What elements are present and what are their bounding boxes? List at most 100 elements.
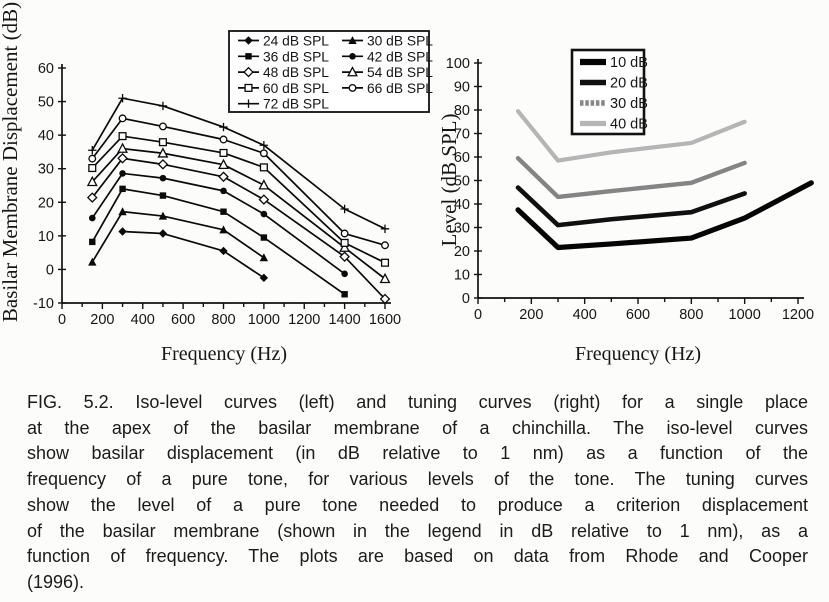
y-tick-label: -10 [33,296,54,312]
x-tick-label: 600 [171,312,195,328]
marker-plus [259,141,269,150]
marker-plus [244,99,253,108]
marker-filled-circle [260,210,268,218]
marker-open-diamond [258,194,270,205]
marker-filled-circle [88,214,96,222]
legend-label: 54 dB SPL [367,65,433,80]
x-tick-label: 1000 [729,307,761,323]
x-tick-label: 1200 [782,307,814,323]
y-tick-label: 50 [454,174,470,190]
marker-filled-circle [159,174,167,182]
marker-plus [118,94,127,103]
x-tick-label: 400 [573,307,597,323]
marker-open-circle [340,229,349,238]
legend-label: 42 dB SPL [367,49,433,64]
x-tick-label: 800 [211,312,235,328]
marker-open-circle [158,122,167,131]
x-tick-label: 200 [519,307,543,323]
y-tick-label: 60 [454,150,470,166]
marker-filled-square [341,291,348,298]
y-tick-label: 20 [454,244,470,260]
marker-open-circle [348,83,357,92]
y-tick-label: 20 [38,195,54,211]
x-tick-label: 800 [679,307,703,323]
marker-open-diamond [157,159,169,170]
series-line-40-dB [515,109,747,163]
marker-open-square [340,238,349,247]
y-tick-label: 0 [462,291,470,307]
legend-label: 60 dB SPL [263,81,329,96]
x-tick-label: 1000 [248,312,280,328]
marker-open-triangle [157,147,169,158]
legend-box [228,30,430,113]
y-tick-label: 10 [454,268,470,284]
series-line-20-dB [515,185,747,228]
marker-filled-diamond [259,273,269,283]
y-tick-label: 70 [454,127,470,143]
x-axis-title: Frequency (Hz) [575,343,701,365]
x-tick-label: 0 [58,312,66,328]
marker-filled-circle [119,170,126,177]
series-line-36-dB-SPL [91,188,346,296]
marker-filled-circle [220,187,227,195]
caption-line: (1996). [27,571,85,592]
marker-open-diamond [339,251,350,262]
marker-filled-square [245,53,252,60]
series-line-30-dB [515,155,747,200]
marker-open-triangle [218,158,229,170]
y-tick-label: 80 [454,103,470,119]
y-tick-label: 40 [38,128,54,144]
series-line-10-dB [515,180,814,251]
marker-open-circle [219,135,228,144]
marker-open-square [158,138,167,147]
caption-line: of the basilar membrane (shown in the le… [27,520,808,541]
marker-filled-triangle [88,257,97,266]
marker-plus [380,224,390,234]
caption-line: FIG. 5.2. Iso-level curves (left) and tu… [27,392,808,412]
y-tick-label: 60 [38,61,54,77]
series-line-30-dB-SPL [91,210,265,263]
legend-label: 72 dB SPL [263,97,329,112]
y-axis-title: Level (dB SPL) [440,114,461,247]
y-tick-label: 0 [46,262,54,278]
marker-open-square [380,258,390,267]
marker-open-circle [88,154,97,163]
marker-filled-square [119,185,126,193]
series-line-42-dB-SPL [91,172,346,275]
caption-line: function of frequency. The plots are bas… [27,546,808,567]
marker-open-circle [259,149,268,158]
marker-filled-diamond [158,229,168,238]
y-tick-label: 50 [38,95,54,111]
x-tick-label: 1400 [328,312,360,328]
marker-filled-circle [341,270,348,278]
caption-line: show the level of a pure tone needed to … [27,494,808,515]
marker-filled-triangle [219,225,228,234]
marker-open-square [244,83,253,92]
marker-plus [158,101,168,111]
x-tick-label: 1600 [369,312,401,328]
y-tick-label: 100 [446,56,470,72]
y-axis-title: Basilar Membrane Displacement (dB) [0,2,22,322]
legend-label: 30 dB SPL [367,34,433,49]
marker-filled-square [260,234,268,241]
marker-filled-circle [349,53,356,60]
marker-plus [219,122,228,132]
marker-open-square [259,163,268,172]
legend-label: 40 dB [610,117,648,133]
marker-filled-triangle [118,207,127,216]
x-tick-label: 600 [626,307,650,323]
marker-open-diamond [218,171,229,183]
series-line-24-dB-SPL [121,230,265,279]
marker-filled-triangle [259,253,269,262]
marker-open-diamond [86,192,98,203]
legend-label: 10 dB [610,55,648,71]
legend-label: 20 dB [610,76,648,92]
x-tick-label: 400 [131,312,155,328]
x-tick-label: 1200 [288,312,320,328]
x-tick-label: 0 [474,307,482,323]
marker-open-square [219,148,228,157]
legend-label: 66 dB SPL [367,81,433,96]
